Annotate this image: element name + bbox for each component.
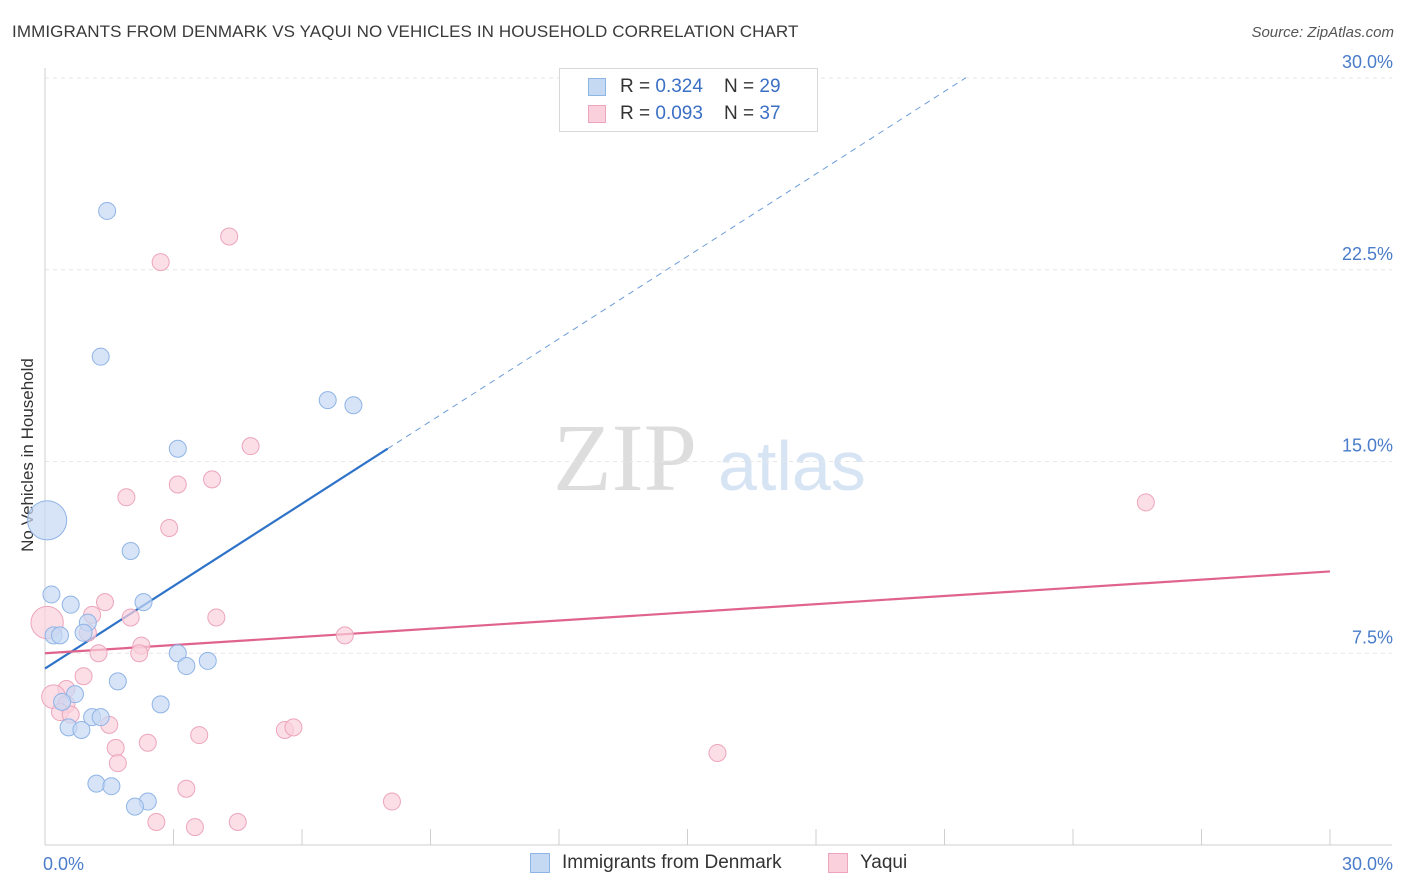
point-denmark: [198, 651, 217, 670]
point-denmark: [91, 347, 110, 366]
point-yaqui: [106, 738, 125, 757]
point-yaqui: [220, 227, 239, 246]
point-yaqui: [117, 488, 136, 507]
trend-layer: [44, 77, 1331, 670]
point-denmark: [121, 541, 140, 560]
legend-n-value: 37: [759, 103, 781, 124]
point-denmark: [74, 623, 93, 642]
point-yaqui: [382, 792, 401, 811]
point-yaqui: [138, 733, 157, 752]
point-denmark: [168, 644, 187, 663]
point-yaqui: [89, 644, 108, 663]
point-yaqui: [151, 253, 170, 272]
y-tick-label: 30.0%: [1342, 52, 1393, 72]
point-yaqui: [74, 667, 93, 686]
legend-r-value: 0.093: [655, 103, 703, 124]
point-yaqui: [228, 812, 247, 831]
point-yaqui: [168, 475, 187, 494]
legend-n-label: N =: [724, 76, 760, 97]
point-yaqui: [177, 779, 196, 798]
series-swatch-yaqui: [828, 853, 848, 873]
series-swatch-denmark: [530, 853, 550, 873]
point-denmark: [27, 500, 68, 541]
point-yaqui: [130, 644, 149, 663]
point-yaqui: [284, 718, 303, 737]
point-denmark: [177, 657, 196, 676]
point-yaqui: [1136, 493, 1155, 512]
x-tick-label: 0.0%: [43, 854, 84, 874]
legend-n-label: N =: [724, 103, 760, 124]
legend-swatch-yaqui: [588, 105, 606, 123]
trend-line-denmark: [44, 447, 389, 670]
correlation-legend: R = 0.324 N = 29 R = 0.093 N = 37: [559, 68, 818, 132]
point-denmark: [91, 708, 110, 727]
point-denmark: [344, 396, 363, 415]
point-yaqui: [335, 626, 354, 645]
point-denmark: [134, 593, 153, 612]
point-denmark: [108, 672, 127, 691]
point-denmark: [168, 439, 187, 458]
point-layer: [27, 201, 1155, 837]
point-denmark: [53, 692, 72, 711]
point-yaqui: [190, 726, 209, 745]
point-yaqui: [185, 818, 204, 837]
point-denmark: [42, 585, 61, 604]
legend-r-label: R =: [620, 103, 656, 124]
point-yaqui: [121, 608, 140, 627]
point-yaqui: [207, 608, 226, 627]
chart-title: IMMIGRANTS FROM DENMARK VS YAQUI NO VEHI…: [12, 22, 799, 41]
series-label-denmark: Immigrants from Denmark: [562, 852, 782, 873]
point-denmark: [125, 797, 144, 816]
point-denmark: [61, 595, 80, 614]
point-yaqui: [147, 812, 166, 831]
point-denmark: [72, 720, 91, 739]
series-label-yaqui: Yaqui: [860, 852, 908, 873]
point-yaqui: [203, 470, 222, 489]
watermark-atlas: atlas: [718, 427, 866, 505]
point-denmark: [50, 626, 69, 645]
point-denmark: [151, 695, 170, 714]
point-yaqui: [708, 743, 727, 762]
legend-n-value: 29: [759, 76, 781, 97]
y-tick-label: 7.5%: [1352, 627, 1393, 647]
watermark-zip: ZIP: [553, 404, 697, 511]
point-yaqui: [95, 593, 114, 612]
y-tick-label: 15.0%: [1342, 436, 1393, 456]
legend-r-value: 0.324: [655, 76, 703, 97]
legend-r-label: R =: [620, 76, 656, 97]
grid-layer: [44, 68, 1392, 846]
x-tick-label: 30.0%: [1342, 854, 1393, 874]
legend-swatch-denmark: [588, 78, 606, 96]
trend-extension-denmark: [387, 77, 967, 450]
point-denmark: [318, 391, 337, 410]
source-label: Source: ZipAtlas.com: [1251, 24, 1394, 41]
y-tick-label: 22.5%: [1342, 244, 1393, 264]
trend-line-yaqui: [44, 570, 1331, 655]
tick-layer: 7.5% 15.0% 22.5% 30.0% 0.0% 30.0%: [43, 52, 1393, 874]
point-yaqui: [241, 437, 260, 456]
point-denmark: [87, 774, 106, 793]
point-yaqui: [108, 754, 127, 773]
point-yaqui: [160, 518, 179, 537]
point-denmark: [98, 201, 117, 220]
point-denmark: [102, 777, 121, 796]
